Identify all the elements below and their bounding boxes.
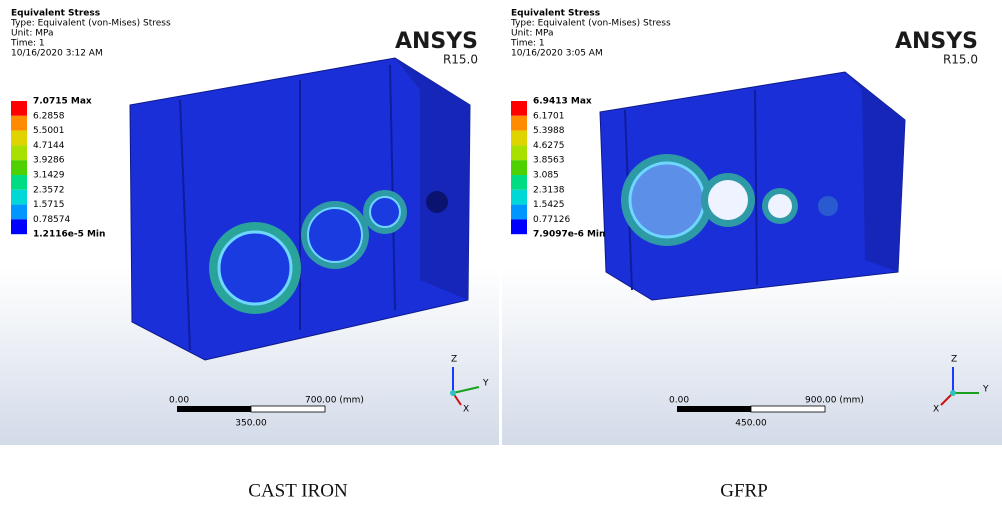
header-title: Equivalent Stress	[511, 9, 600, 19]
caption: GFRP	[720, 480, 768, 501]
legend-swatch	[511, 145, 527, 160]
legend-swatch	[511, 205, 527, 220]
legend-swatch	[511, 116, 527, 131]
legend-label: 1.5425	[533, 200, 565, 210]
legend-swatch	[11, 116, 27, 131]
legend-label: 6.9413 Max	[533, 97, 592, 107]
legend-label: 5.3988	[533, 126, 565, 136]
legend-label: 7.0715 Max	[33, 97, 92, 107]
legend-label: 4.7144	[33, 141, 65, 151]
legend-swatch	[511, 190, 527, 205]
header-title: Equivalent Stress	[11, 9, 100, 19]
logo-version: R15.0	[943, 53, 978, 67]
legend-swatch	[11, 160, 27, 175]
legend-label: 3.085	[533, 171, 559, 181]
scale-bar	[251, 406, 325, 412]
header-line: Type: Equivalent (von-Mises) Stress	[510, 19, 671, 29]
legend-swatch	[11, 219, 27, 234]
axis-label: Z	[951, 355, 957, 365]
legend-label: 6.2858	[33, 111, 65, 121]
legend-label: 2.3572	[33, 185, 65, 195]
axis-label: Z	[451, 355, 457, 365]
legend-label: 3.8563	[533, 156, 565, 166]
scale-bar	[677, 406, 751, 412]
scale-start: 0.00	[669, 396, 689, 406]
legend-swatch	[511, 175, 527, 190]
caption: CAST IRON	[248, 480, 348, 501]
figure: Equivalent StressType: Equivalent (von-M…	[0, 0, 1002, 505]
header-line: Type: Equivalent (von-Mises) Stress	[10, 19, 171, 29]
legend-label: 1.5715	[33, 200, 65, 210]
scale-bar	[751, 406, 825, 412]
legend-label: 2.3138	[533, 185, 565, 195]
page: {"panels": [ {"header": {"title": "Equiv…	[0, 0, 1002, 505]
legend-swatch	[511, 160, 527, 175]
axis-label: Y	[982, 385, 989, 395]
legend-swatch	[11, 145, 27, 160]
scale-bar	[177, 406, 251, 412]
legend-label: 4.6275	[533, 141, 565, 151]
scale-end: 900.00 (mm)	[805, 396, 864, 406]
legend-label: 5.5001	[33, 126, 65, 136]
scale-mid: 450.00	[735, 419, 767, 429]
legend-swatch	[511, 219, 527, 234]
legend-swatch	[511, 131, 527, 146]
legend-label: 0.78574	[33, 215, 70, 225]
scale-end: 700.00 (mm)	[305, 396, 364, 406]
legend-swatch	[11, 205, 27, 220]
header-line: 10/16/2020 3:12 AM	[11, 49, 103, 59]
header-line: Unit: MPa	[11, 29, 54, 39]
logo: ANSYS	[395, 29, 478, 54]
header-line: 10/16/2020 3:05 AM	[511, 49, 603, 59]
scale-start: 0.00	[169, 396, 189, 406]
header-line: Time: 1	[510, 39, 545, 49]
gearbox-model	[600, 72, 905, 300]
scale-mid: 350.00	[235, 419, 267, 429]
header-line: Time: 1	[10, 39, 45, 49]
axis-origin	[450, 390, 456, 396]
axis-label: X	[463, 405, 469, 415]
legend-label: 6.1701	[533, 111, 565, 121]
logo-version: R15.0	[443, 53, 478, 67]
legend-label: 3.1429	[33, 171, 65, 181]
legend-swatch	[11, 101, 27, 116]
legend-swatch	[511, 101, 527, 116]
legend-label: 3.9286	[33, 156, 65, 166]
legend-swatch	[11, 175, 27, 190]
logo: ANSYS	[895, 29, 978, 54]
legend-label: 7.9097e-6 Min	[533, 230, 605, 240]
header-line: Unit: MPa	[511, 29, 554, 39]
legend-label: 0.77126	[533, 215, 570, 225]
legend-swatch	[11, 131, 27, 146]
legend-label: 1.2116e-5 Min	[33, 230, 105, 240]
axis-label: Y	[482, 379, 489, 389]
legend-swatch	[11, 190, 27, 205]
axis-label: X	[933, 405, 939, 415]
axis-origin	[950, 390, 956, 396]
